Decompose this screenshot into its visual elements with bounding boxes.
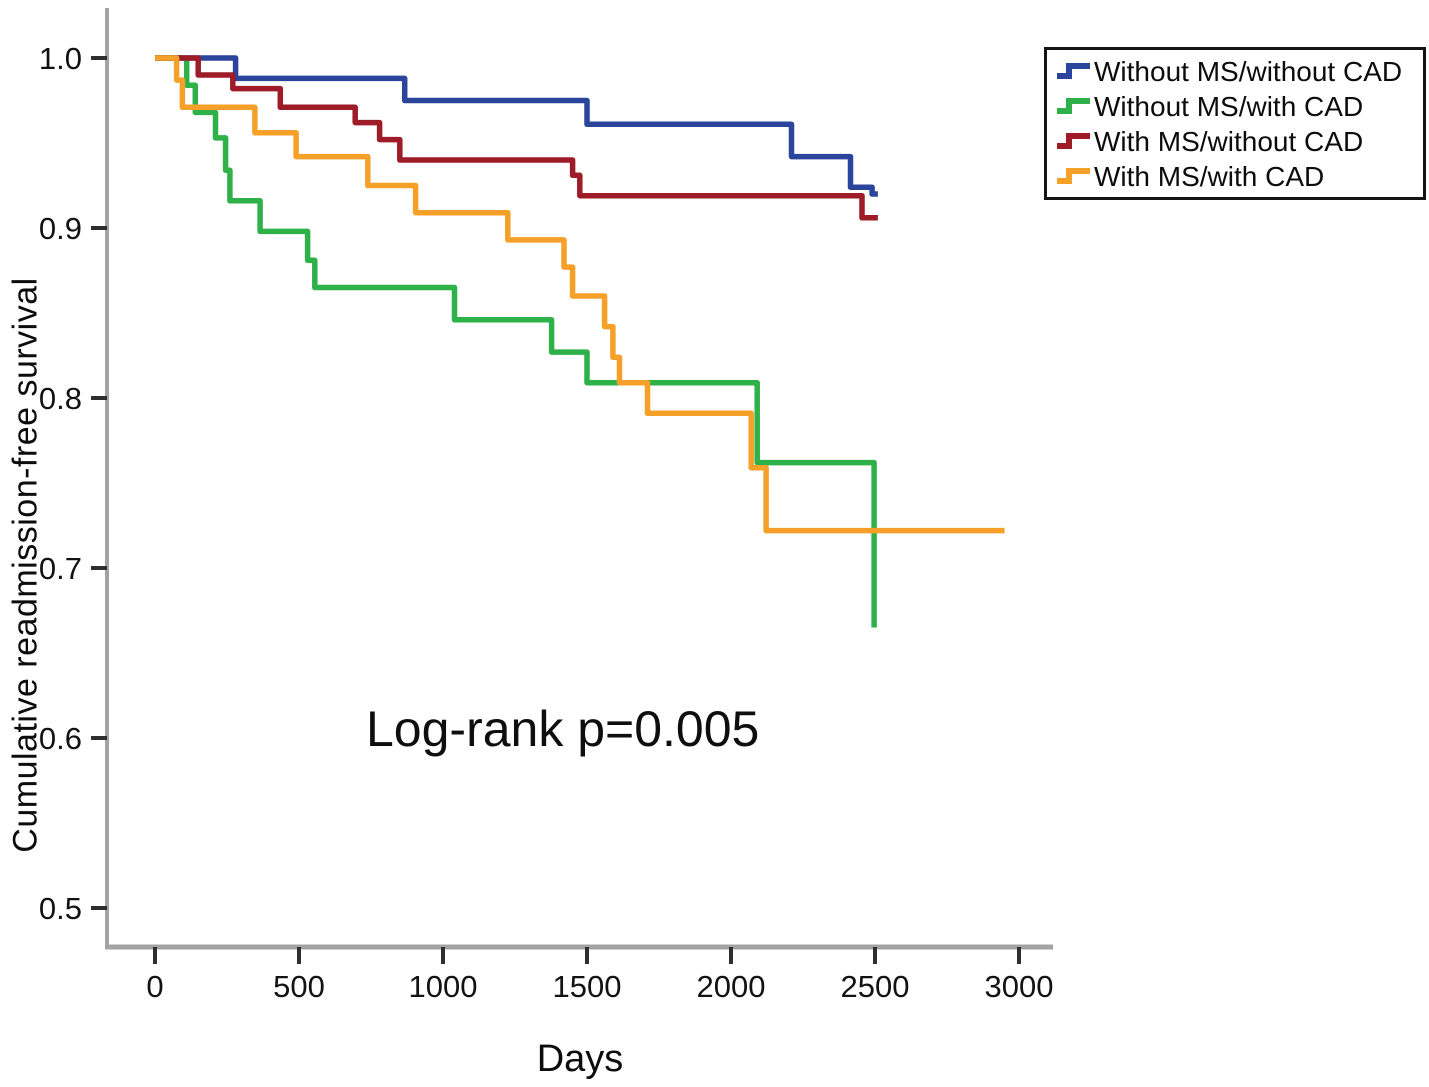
y-tick-label: 0.9 — [39, 211, 82, 246]
x-tick-label: 500 — [273, 969, 325, 1004]
step-line-icon — [1057, 63, 1090, 79]
x-axis-title: Days — [536, 1038, 624, 1080]
series-curve-1 — [155, 55, 877, 628]
x-tick-label: 1500 — [553, 969, 622, 1004]
legend: Without MS/without CAD Without MS/with C… — [1044, 47, 1426, 200]
series-curve-2 — [155, 55, 878, 221]
legend-item-with-ms-with-cad: With MS/with CAD — [1055, 159, 1423, 194]
y-axis-title: Cumulative readmission-free survival — [6, 277, 45, 853]
y-tick-label: 0.7 — [39, 551, 82, 586]
legend-item-without-ms-with-cad: Without MS/with CAD — [1055, 89, 1423, 124]
y-tick-label: 0.5 — [39, 891, 82, 926]
step-line-icon — [1057, 133, 1090, 149]
x-tick-label: 2000 — [697, 969, 766, 1004]
x-tick-label: 3000 — [985, 969, 1054, 1004]
legend-item-without-ms-without-cad: Without MS/without CAD — [1055, 54, 1423, 89]
step-line-icon — [1057, 98, 1090, 114]
series-curve-0 — [155, 55, 878, 197]
legend-label: Without MS/with CAD — [1094, 90, 1364, 122]
log-rank-annotation: Log-rank p=0.005 — [366, 701, 760, 757]
legend-item-with-ms-without-cad: With MS/without CAD — [1055, 124, 1423, 159]
x-tick-label: 0 — [146, 969, 163, 1004]
legend-label: With MS/with CAD — [1094, 160, 1325, 192]
x-tick-label: 2500 — [841, 969, 910, 1004]
legend-label: Without MS/without CAD — [1094, 55, 1403, 87]
y-tick-label: 0.8 — [39, 381, 82, 416]
step-line-icon — [1057, 168, 1090, 184]
legend-label: With MS/without CAD — [1094, 125, 1364, 157]
x-tick-label: 1000 — [409, 969, 478, 1004]
y-tick-label: 1.0 — [39, 41, 82, 76]
series-curve-3 — [155, 55, 1005, 534]
y-tick-label: 0.6 — [39, 721, 82, 756]
